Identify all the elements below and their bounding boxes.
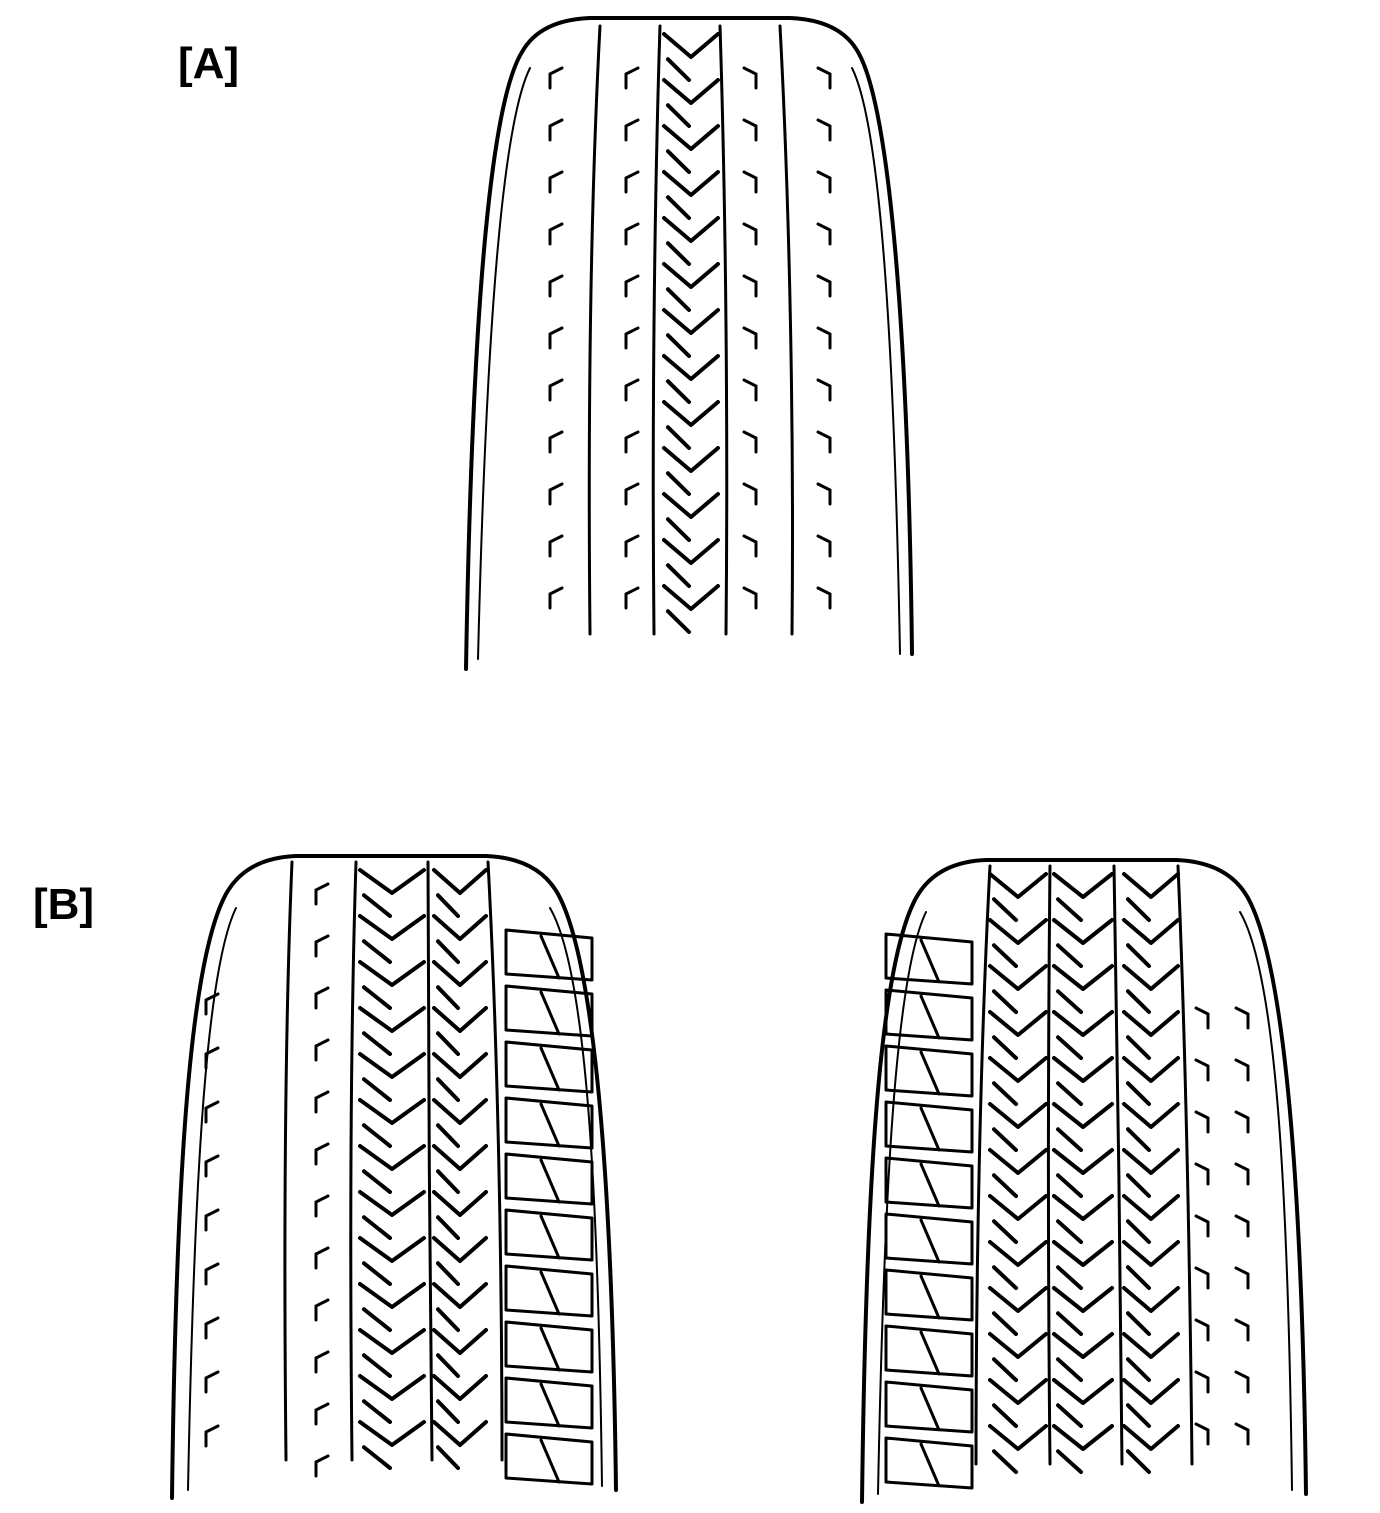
zigzag-segment (988, 872, 1048, 1474)
figure-label-a: [A] (178, 39, 240, 88)
sipe-column (742, 66, 758, 610)
sipe-column (548, 66, 564, 610)
tire-a-grooves (587, 24, 794, 636)
shoulder-block (504, 928, 594, 1486)
sipe-column (204, 992, 220, 1448)
tire-b-right-sipes (1194, 1006, 1250, 1446)
zigzag-segment (1052, 872, 1114, 1474)
tire-b-right-grooves (974, 864, 1194, 1466)
tire-b-left-grooves (283, 860, 504, 1462)
shoulder-block (884, 932, 974, 1490)
tire-a-drawing (464, 16, 914, 671)
tire-b-left-drawing (170, 854, 618, 1500)
tire-b-left-shoulder-blocks (504, 928, 594, 1486)
zigzag-segment (358, 868, 426, 1470)
figure-label-b: [B] (33, 880, 95, 929)
zigzag-segment (662, 32, 720, 634)
tire-b-right-outline (860, 858, 1308, 1504)
tire-b-right-shoulder-blocks (884, 932, 974, 1490)
tire-a-sipes (548, 66, 832, 610)
sipe-column (816, 66, 832, 610)
sipe-column (1194, 1006, 1210, 1446)
tire-a-zigzag-rib (662, 32, 720, 634)
sipe-column (314, 882, 330, 1478)
sipe-column (1234, 1006, 1250, 1446)
tire-b-left-zigzag-ribs (358, 868, 488, 1470)
zigzag-segment (432, 868, 488, 1470)
tire-b-right-zigzag-ribs (988, 872, 1180, 1474)
zigzag-segment (1122, 872, 1180, 1474)
sipe-column (624, 66, 640, 610)
tire-b-right-drawing (860, 858, 1308, 1504)
tire-b-left-sipes (204, 882, 330, 1478)
tire-a-outline (464, 16, 914, 671)
